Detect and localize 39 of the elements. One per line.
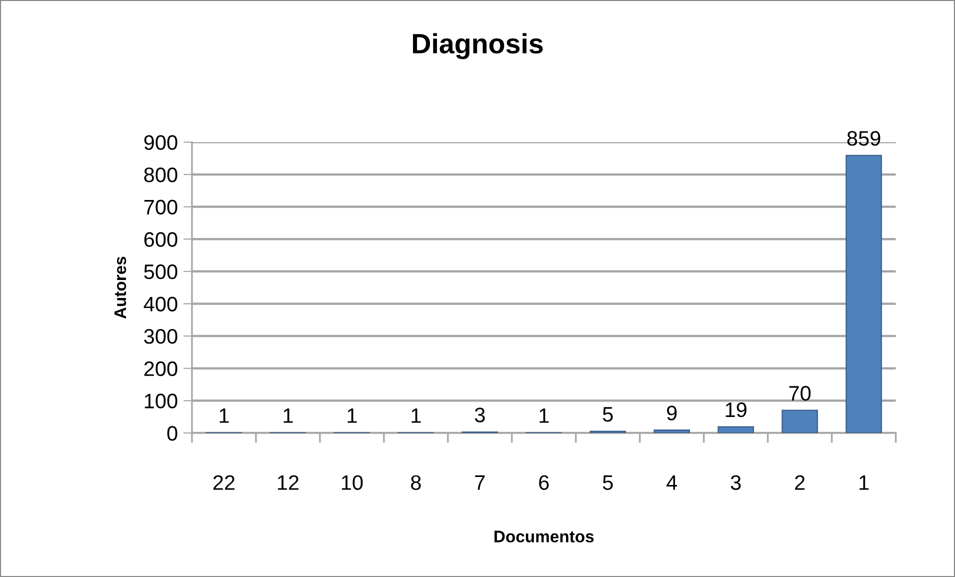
bar [782,410,818,433]
y-tick-label: 600 [144,232,178,247]
data-label: 859 [847,130,880,146]
x-tick-label: 3 [730,475,741,490]
data-label: 9 [667,406,677,420]
y-tick-label: 0 [167,426,178,441]
data-label: 3 [474,408,485,422]
y-tick-label: 900 [144,135,178,150]
y-axis-title: Autores [114,256,126,319]
x-tick-label: 10 [342,475,363,490]
y-tick-label: 300 [144,329,178,344]
x-tick-label: 1 [860,475,869,490]
x-tick-label: 2 [795,475,805,490]
y-tick-label: 700 [144,200,178,215]
x-axis-title: Documentos [494,530,594,542]
y-tick-label: 100 [144,394,178,408]
data-label: 1 [348,408,357,423]
data-label: 1 [540,408,549,423]
data-label: 70 [789,386,811,401]
bar [846,154,882,433]
y-tick-label: 400 [144,296,178,312]
x-tick-label: 5 [602,475,613,490]
x-tick-label: 12 [278,475,298,490]
bar [718,426,754,433]
y-tick-label: 500 [144,264,178,280]
x-tick-label: 8 [411,475,421,490]
bar [654,430,690,433]
data-label: 19 [726,402,746,418]
data-label: 1 [284,408,293,423]
data-label: 1 [220,408,229,423]
y-tick-label: 200 [144,361,178,376]
y-tick-label: 800 [144,167,178,182]
chart-title: Diagnosis [412,33,543,60]
x-tick-label: 7 [475,475,485,490]
x-tick-label: 22 [213,475,234,490]
data-label: 5 [602,407,613,422]
data-label: 1 [412,408,421,423]
x-tick-label: 6 [539,475,549,490]
x-tick-label: 4 [666,475,678,490]
